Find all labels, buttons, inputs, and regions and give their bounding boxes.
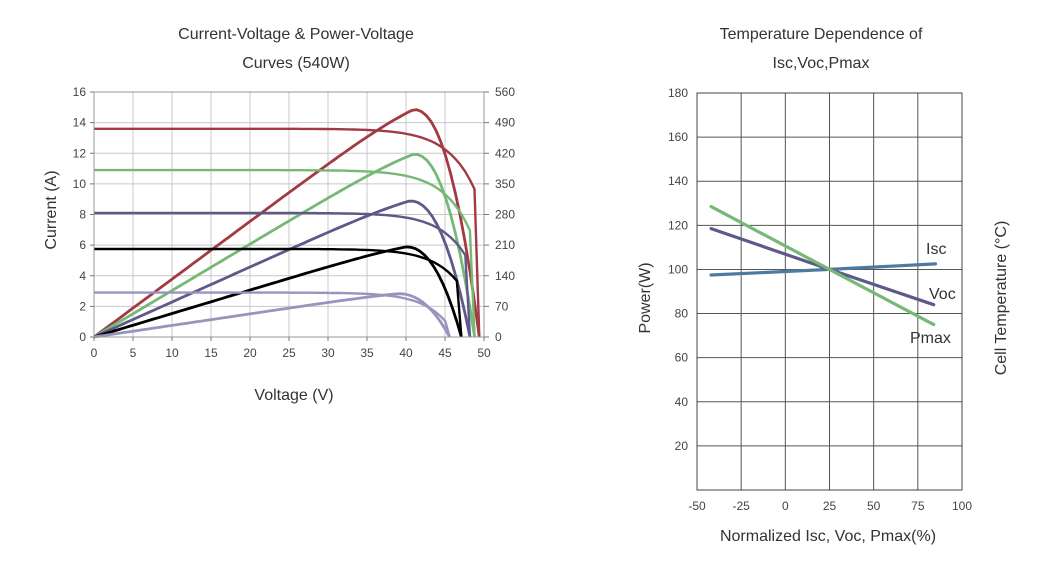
chart1-x-tick-label: 25	[282, 346, 296, 360]
chart1-y2-tick-label: 350	[495, 177, 515, 191]
chart2-y-tick-label: 20	[675, 439, 689, 453]
chart1-pv-curve	[93, 153, 476, 339]
chart2-y-tick-label: 60	[675, 351, 689, 365]
chart1-y2-tick-label: 490	[495, 116, 515, 130]
chart2-y-tick-label: 100	[668, 262, 688, 276]
chart1-y-tick-label: 0	[79, 330, 86, 344]
chart2-y2-axis-label: Cell Temperature (°C)	[993, 221, 1010, 376]
series-label-isc: Isc	[926, 241, 946, 258]
chart1-y2-tick-label: 140	[495, 269, 515, 283]
chart1-y-tick-label: 2	[79, 299, 86, 313]
chart2-plot-frame	[696, 92, 963, 491]
chart1-x-tick-label: 20	[243, 346, 257, 360]
chart2-x-axis-label: Normalized Isc, Voc, Pmax(%)	[720, 528, 936, 545]
chart1-iv-curve	[94, 127, 481, 338]
chart1-x-ticks: 0 5 10 15 20 25 30 35 40 45 50	[91, 337, 491, 360]
chart1-y-tick-label: 12	[73, 146, 87, 160]
chart2-x-tick-label: 50	[867, 499, 881, 513]
chart1-x-tick-label: 35	[360, 346, 374, 360]
chart2-series	[709, 205, 938, 327]
chart1-iv-curve	[94, 291, 451, 338]
chart1-y-tick-label: 4	[79, 269, 86, 283]
chart1-x-tick-label: 50	[477, 346, 491, 360]
chart2-series-line-pmax	[709, 205, 936, 327]
chart1-y2-tick-label: 210	[495, 238, 515, 252]
chart1-y-ticks: 0 2 4 6 8 10 12 14 16	[73, 85, 94, 344]
chart1-y2-ticks: 0 70 140 210 280 350 420 490 560	[484, 85, 515, 344]
chart1-x-tick-label: 15	[204, 346, 218, 360]
chart2-y-tick-label: 80	[675, 307, 689, 321]
chart1-x-tick-label: 0	[91, 346, 98, 360]
chart1-x-tick-label: 10	[165, 346, 179, 360]
chart1-y2-tick-label: 0	[495, 330, 502, 344]
chart1-iv-curve	[94, 211, 472, 338]
chart1-x-tick-label: 5	[130, 346, 137, 360]
chart1-y2-tick-label: 70	[495, 299, 509, 313]
iv-pv-chart: Current-Voltage & Power-Voltage Curves (…	[43, 26, 515, 404]
chart2-x-tick-label: 0	[782, 499, 789, 513]
chart2-grid	[696, 92, 963, 490]
chart2-title-line2: Isc,Voc,Pmax	[773, 55, 870, 72]
chart1-y-tick-label: 14	[73, 116, 87, 130]
chart2-y-tick-label: 120	[668, 218, 688, 232]
chart2-x-tick-label: -50	[688, 499, 706, 513]
chart1-title-line1: Current-Voltage & Power-Voltage	[178, 26, 414, 43]
chart2-title-line1: Temperature Dependence of	[720, 26, 923, 43]
chart1-y2-tick-label: 420	[495, 146, 515, 160]
series-label-pmax: Pmax	[910, 330, 951, 347]
chart1-y-tick-label: 8	[79, 208, 86, 222]
chart1-y2-tick-label: 560	[495, 85, 515, 99]
chart1-y-axis-label: Current (A)	[43, 170, 60, 249]
chart1-y2-tick-label: 280	[495, 208, 515, 222]
chart1-title-line2: Curves (540W)	[242, 55, 350, 72]
chart2-x-tick-label: 100	[952, 499, 972, 513]
chart1-x-tick-label: 40	[399, 346, 413, 360]
chart2-y-tick-label: 40	[675, 395, 689, 409]
chart2-y-tick-label: 160	[668, 130, 688, 144]
chart2-x-tick-label: -25	[732, 499, 750, 513]
series-label-voc: Voc	[929, 286, 956, 303]
chart1-iv-curve	[94, 168, 476, 338]
chart1-grid	[94, 92, 484, 337]
chart2-x-tick-label: 25	[823, 499, 837, 513]
chart2-y-tick-label: 180	[668, 86, 688, 100]
chart1-pv-curve	[93, 292, 451, 339]
chart2-y-ticks: 20 40 60 80 100 120 140 160 180	[668, 86, 688, 453]
chart2-x-ticks: -50 -25 0 25 50 75 100	[688, 499, 972, 513]
chart1-x-axis-label: Voltage (V)	[254, 387, 333, 404]
chart1-y-tick-label: 16	[73, 85, 87, 99]
chart1-x-tick-label: 30	[321, 346, 335, 360]
chart1-series	[93, 108, 481, 339]
chart1-y-tick-label: 10	[73, 177, 87, 191]
chart2-y-tick-label: 140	[668, 174, 688, 188]
chart1-y-tick-label: 6	[79, 238, 86, 252]
chart1-x-tick-label: 45	[438, 346, 452, 360]
chart2-y-axis-label: Power(W)	[637, 262, 654, 333]
chart1-pv-curve	[93, 199, 472, 339]
chart1-iv-curve	[94, 247, 463, 338]
temperature-chart: Temperature Dependence of Isc,Voc,Pmax -…	[637, 26, 1010, 545]
chart1-pv-curve	[93, 245, 463, 339]
chart1-pv-curve	[93, 108, 481, 339]
chart2-x-tick-label: 75	[911, 499, 925, 513]
